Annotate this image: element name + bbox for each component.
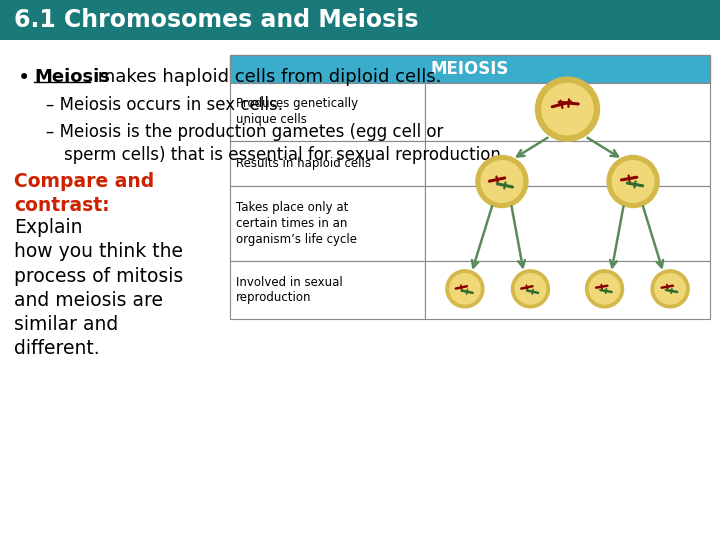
FancyBboxPatch shape (230, 55, 710, 83)
Text: MEIOSIS: MEIOSIS (431, 60, 509, 78)
FancyBboxPatch shape (230, 261, 425, 319)
Circle shape (450, 274, 480, 304)
Text: Produces genetically
unique cells: Produces genetically unique cells (236, 98, 358, 126)
FancyBboxPatch shape (425, 83, 710, 141)
FancyBboxPatch shape (0, 0, 720, 40)
Circle shape (446, 270, 484, 308)
Text: – Meiosis occurs in sex cells.: – Meiosis occurs in sex cells. (46, 96, 283, 114)
Circle shape (516, 274, 546, 304)
FancyBboxPatch shape (230, 141, 425, 186)
Circle shape (655, 274, 685, 304)
Circle shape (651, 270, 689, 308)
Circle shape (511, 270, 549, 308)
FancyBboxPatch shape (425, 141, 710, 186)
Circle shape (585, 270, 624, 308)
Text: Explain
how you think the
process of mitosis
and meiosis are
similar and
differe: Explain how you think the process of mit… (14, 218, 184, 358)
Text: makes haploid cells from diploid cells.: makes haploid cells from diploid cells. (92, 68, 441, 86)
Circle shape (536, 77, 600, 141)
Circle shape (476, 156, 528, 207)
FancyBboxPatch shape (230, 83, 425, 141)
Circle shape (607, 156, 659, 207)
Text: 6.1 Chromosomes and Meiosis: 6.1 Chromosomes and Meiosis (14, 8, 418, 32)
FancyBboxPatch shape (230, 186, 425, 261)
FancyBboxPatch shape (0, 40, 720, 540)
Circle shape (590, 274, 620, 304)
FancyBboxPatch shape (425, 261, 710, 319)
Circle shape (612, 161, 654, 202)
Text: Meiosis: Meiosis (34, 68, 110, 86)
Circle shape (542, 84, 593, 134)
Text: Results in haploid cells: Results in haploid cells (236, 157, 371, 170)
Text: Involved in sexual
reproduction: Involved in sexual reproduction (236, 275, 343, 305)
Text: Compare and
contrast:: Compare and contrast: (14, 172, 154, 215)
Text: Takes place only at
certain times in an
organism’s life cycle: Takes place only at certain times in an … (236, 201, 357, 246)
Circle shape (481, 161, 523, 202)
Text: •: • (18, 68, 30, 88)
Text: sperm cells) that is essential for sexual reproduction.: sperm cells) that is essential for sexua… (64, 146, 506, 164)
Text: – Meiosis is the production gametes (egg cell or: – Meiosis is the production gametes (egg… (46, 123, 444, 141)
FancyBboxPatch shape (425, 186, 710, 261)
